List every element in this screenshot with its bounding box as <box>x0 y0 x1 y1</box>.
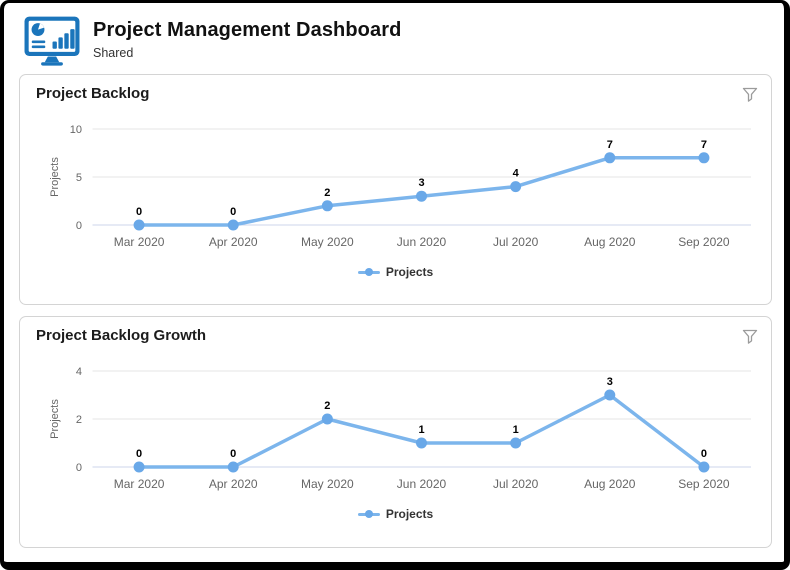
panel-title: Project Backlog <box>36 85 150 102</box>
y-tick-label: 0 <box>76 462 82 474</box>
data-label: 2 <box>324 187 330 199</box>
x-tick-label: Sep 2020 <box>678 477 730 491</box>
y-tick-label: 4 <box>76 366 82 378</box>
y-axis-title: Projects <box>49 157 61 197</box>
y-tick-label: 0 <box>76 220 82 232</box>
panel-header: Project Backlog <box>20 75 771 107</box>
data-point[interactable] <box>133 219 145 231</box>
chart-svg: 0 5 10 Projects Mar 2020 0 Apr 2020 0 May 2020 2 J… <box>49 124 751 249</box>
data-point[interactable] <box>321 200 333 212</box>
line-chart-project-backlog: 0 5 10 Projects Mar 2020 0 Apr 2020 0 May 2020 2 J… <box>20 109 771 264</box>
dashboard-monitor-icon <box>24 16 80 66</box>
panel-header: Project Backlog Growth <box>20 317 771 349</box>
panel-title: Project Backlog Growth <box>36 327 207 344</box>
data-point[interactable] <box>416 437 427 449</box>
data-point[interactable] <box>698 152 710 164</box>
data-label: 0 <box>701 448 707 460</box>
data-point[interactable] <box>604 152 616 164</box>
x-tick-label: Aug 2020 <box>584 235 636 249</box>
data-label: 1 <box>513 424 519 436</box>
data-point[interactable] <box>416 190 427 202</box>
legend-dot <box>364 510 373 518</box>
chart-legend: Projects <box>20 507 771 521</box>
y-tick-label: 2 <box>76 414 82 426</box>
chart-legend: Projects <box>20 265 771 279</box>
data-label: 0 <box>230 448 236 460</box>
x-tick-label: Mar 2020 <box>114 477 165 491</box>
data-point[interactable] <box>321 413 333 425</box>
y-tick-label: 5 <box>76 172 82 184</box>
data-point[interactable] <box>510 181 522 193</box>
shared-status-label: Shared <box>93 46 134 60</box>
x-tick-label: Jun 2020 <box>397 235 447 249</box>
data-label: 3 <box>607 376 613 388</box>
page-title: Project Management Dashboard <box>93 19 402 41</box>
legend-series-marker-icon <box>357 509 380 519</box>
legend-series-marker-icon <box>357 267 380 277</box>
data-point[interactable] <box>133 461 145 473</box>
filter-button[interactable] <box>739 83 761 105</box>
data-label: 7 <box>607 139 613 151</box>
data-label: 0 <box>136 448 142 460</box>
data-point[interactable] <box>604 389 616 401</box>
filter-button[interactable] <box>739 325 761 347</box>
x-tick-label: Jul 2020 <box>493 477 539 491</box>
x-tick-label: May 2020 <box>301 235 354 249</box>
chart-svg: 0 2 4 Projects Mar 2020 0 Apr 2020 0 May 2020 2 Ju… <box>49 366 751 491</box>
filter-funnel-icon <box>742 329 758 344</box>
x-tick-label: Sep 2020 <box>678 235 730 249</box>
line-chart-project-backlog-growth: 0 2 4 Projects Mar 2020 0 Apr 2020 0 May 2020 2 Ju… <box>20 351 771 506</box>
legend-item-projects[interactable]: Projects <box>357 507 434 521</box>
dashboard-header: Project Management Dashboard Shared <box>4 3 784 69</box>
data-label: 7 <box>701 139 707 151</box>
x-tick-label: Mar 2020 <box>114 235 165 249</box>
panel-project-backlog-growth: Project Backlog Growth 0 2 4 Projects Mar 20… <box>19 316 772 548</box>
legend-dot <box>364 268 373 276</box>
legend-label: Projects <box>385 265 434 279</box>
data-point[interactable] <box>510 437 522 449</box>
filter-funnel-icon <box>742 87 758 102</box>
x-tick-label: May 2020 <box>301 477 354 491</box>
data-label: 0 <box>230 206 236 218</box>
y-tick-label: 10 <box>70 124 82 136</box>
data-point[interactable] <box>227 461 239 473</box>
data-point[interactable] <box>227 219 239 231</box>
legend-item-projects[interactable]: Projects <box>357 265 434 279</box>
x-tick-label: Apr 2020 <box>209 477 258 491</box>
data-label: 0 <box>136 206 142 218</box>
data-label: 4 <box>513 168 520 180</box>
y-axis-title: Projects <box>49 399 61 439</box>
panel-project-backlog: Project Backlog 0 5 10 Projects Mar 2020 0 Apr… <box>19 74 772 305</box>
x-tick-label: Jun 2020 <box>397 477 447 491</box>
x-tick-label: Jul 2020 <box>493 235 539 249</box>
header-text-block: Project Management Dashboard Shared <box>93 15 401 60</box>
x-tick-label: Apr 2020 <box>209 235 258 249</box>
data-point[interactable] <box>698 461 710 473</box>
data-label: 3 <box>418 177 424 189</box>
data-label: 2 <box>324 400 330 412</box>
data-label: 1 <box>418 424 424 436</box>
legend-label: Projects <box>385 507 434 521</box>
x-tick-label: Aug 2020 <box>584 477 636 491</box>
